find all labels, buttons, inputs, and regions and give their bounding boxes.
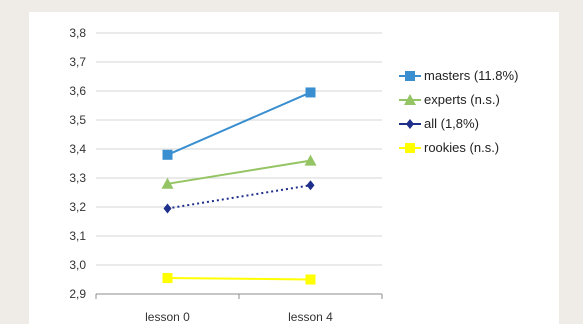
data-point <box>306 180 315 191</box>
y-tick-label: 3,6 <box>69 84 86 98</box>
series-line <box>167 277 311 281</box>
y-tick-label: 3,3 <box>69 171 86 185</box>
data-point <box>161 177 174 189</box>
data-point <box>304 154 317 166</box>
legend-label: masters (11.8%) <box>424 68 518 83</box>
gridlines <box>96 32 382 266</box>
data-point <box>305 87 316 98</box>
legend-marker <box>405 143 415 153</box>
y-tick-label: 3,8 <box>69 26 86 40</box>
chart-panel: 2,9 3,0 3,1 3,2 3,3 3,4 3,5 3,6 3,7 3,8 lesson 0 le… <box>29 12 559 324</box>
axes: 2,9 3,0 3,1 3,2 3,3 3,4 3,5 3,6 3,7 3,8 lesson 0 le… <box>69 26 383 324</box>
legend-marker <box>404 94 416 105</box>
data-point <box>162 273 173 284</box>
y-tick-label: 3,2 <box>69 200 86 214</box>
series-line <box>167 159 311 185</box>
y-tick-label: 3,0 <box>69 258 86 272</box>
legend-marker <box>405 71 415 81</box>
y-tick-label: 3,5 <box>69 113 86 127</box>
series-line <box>167 184 311 210</box>
y-tick-label: 3,4 <box>69 142 86 156</box>
x-tick-label: lesson 0 <box>145 310 190 324</box>
legend-label: experts (n.s.) <box>424 92 500 107</box>
legend-marker <box>406 119 414 129</box>
y-tick-label: 2,9 <box>69 287 86 301</box>
series-group <box>161 87 317 285</box>
y-tick-label: 3,1 <box>69 229 86 243</box>
data-point <box>162 149 173 160</box>
x-tick-label: lesson 4 <box>288 310 333 324</box>
y-tick-label: 3,7 <box>69 55 86 69</box>
data-point <box>305 274 316 285</box>
data-point <box>163 203 172 214</box>
legend-label: rookies (n.s.) <box>424 140 499 155</box>
legend: masters (11.8%) experts (n.s.) all (1,8%) r… <box>399 68 518 155</box>
line-chart: 2,9 3,0 3,1 3,2 3,3 3,4 3,5 3,6 3,7 3,8 lesson 0 le… <box>69 26 518 324</box>
series-line <box>167 91 311 156</box>
legend-label: all (1,8%) <box>424 116 479 131</box>
